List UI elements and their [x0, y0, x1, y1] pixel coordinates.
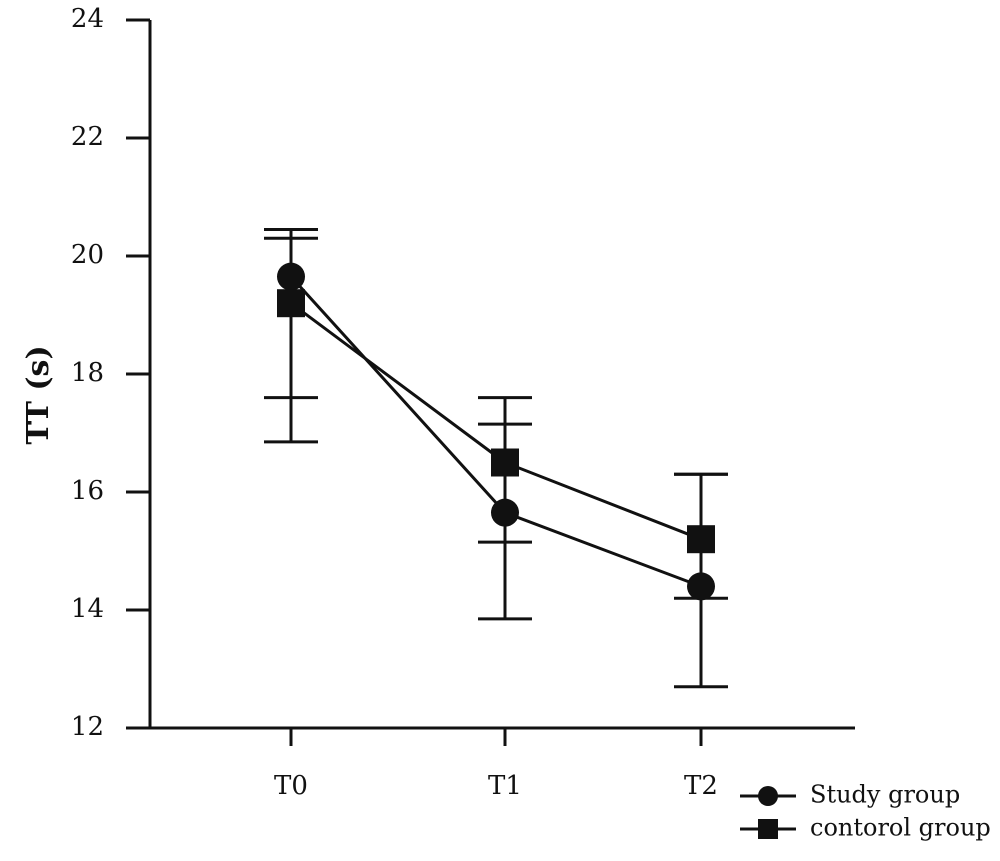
y-tick-label: 16: [71, 476, 104, 506]
data-point-circle: [491, 498, 519, 527]
series-lines: [289, 275, 702, 588]
data-point-circle: [687, 572, 715, 601]
legend: Study group contorol group: [740, 781, 991, 842]
y-tick-label: 12: [71, 712, 104, 742]
series-line-0: [289, 275, 702, 588]
legend-label: Study group: [810, 781, 960, 809]
tick-marks: 12 14 16 18 20 22 24 T0 T1 T2: [71, 4, 718, 801]
y-tick-label: 24: [71, 4, 104, 34]
legend-square-icon: [758, 819, 778, 839]
axes: [148, 20, 855, 730]
y-tick-label: 20: [71, 240, 104, 270]
legend-circle-icon: [758, 786, 778, 806]
series-markers: [277, 262, 715, 601]
data-point-circle: [277, 262, 305, 291]
x-tick-label: T2: [684, 771, 718, 801]
y-axis-title-group: TT (s): [21, 345, 56, 444]
data-point-square: [491, 448, 519, 477]
data-point-square: [277, 289, 305, 318]
y-tick-label: 22: [71, 122, 104, 152]
legend-label: contorol group: [810, 814, 991, 842]
y-axis-title: TT (s): [21, 345, 56, 444]
y-tick-label: 14: [71, 594, 104, 624]
x-tick-label: T1: [488, 771, 522, 801]
y-tick-label: 18: [71, 358, 104, 388]
x-tick-label: T0: [274, 771, 308, 801]
data-point-square: [687, 525, 715, 554]
